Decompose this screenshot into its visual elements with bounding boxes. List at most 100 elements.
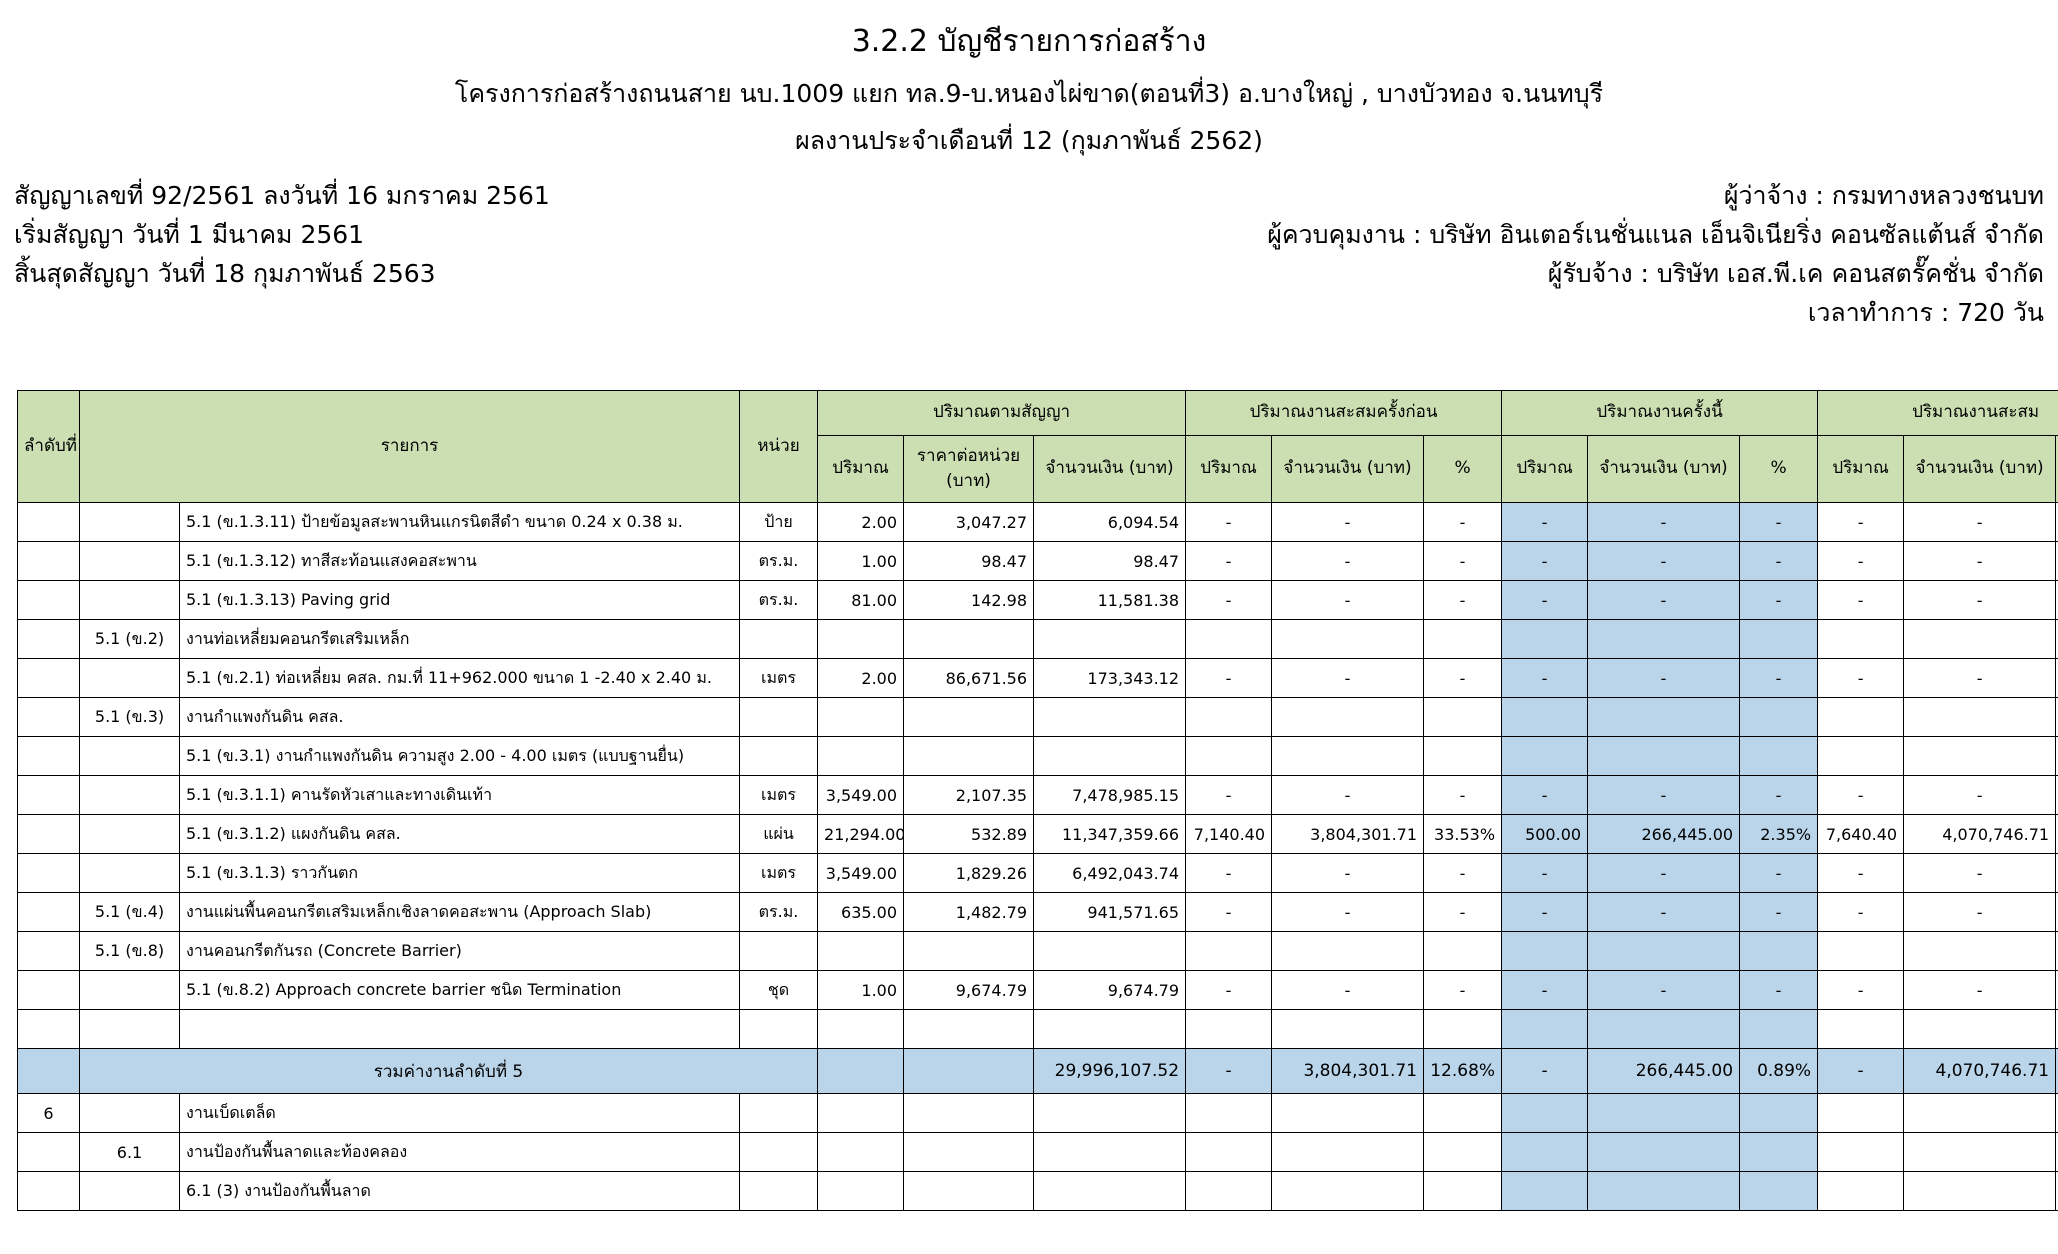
cell-unit: ตร.ม.: [739, 541, 819, 581]
th-contract-qty: ปริมาณ: [817, 435, 905, 503]
cell-accum-amount: [1903, 1093, 2057, 1133]
cell-accum-amount: -: [1903, 580, 2057, 620]
cell-accum-qty: -: [1817, 541, 1905, 581]
cell-prev-qty: [1185, 931, 1273, 971]
cell-item-no: [17, 541, 80, 581]
cell-contract-price: 98.47: [903, 541, 1035, 581]
cell-item-code: [79, 814, 180, 854]
cell-contract-price: 142.98: [903, 580, 1035, 620]
th-current-qty: ปริมาณ: [1501, 435, 1589, 503]
cell-contract-qty: 1.00: [817, 970, 905, 1010]
cell-item-no: [17, 970, 80, 1010]
cell-unit: เมตร: [739, 658, 819, 698]
table-row: 5.1 (ข.1.3.13) Paving grid ตร.ม. 81.00 142.…: [17, 580, 2058, 620]
cell-item-no: [17, 892, 80, 932]
boq-table-container: ลำดับที่ รายการ หน่วย ปริมาณตามสัญญา ปริ…: [17, 390, 2058, 1211]
th-unit-price-line1: ราคาต่อหน่วย: [916, 445, 1021, 466]
cell-prev-percent: [1423, 619, 1503, 659]
cell-current-percent: -: [1739, 970, 1819, 1010]
th-group-prev-accum: ปริมาณงานสะสมครั้งก่อน: [1185, 390, 1503, 436]
table-row: 5.1 (ข.3.1) งานกำแพงกันดิน ความสูง 2.00 …: [17, 736, 2058, 776]
cell-description: 5.1 (ข.3.1.3) ราวกันตก: [178, 853, 741, 893]
cell-prev-qty: [1185, 697, 1273, 737]
cell-prev-qty: [1185, 619, 1273, 659]
cell-contract-qty: 3,549.00: [817, 853, 905, 893]
cell-current-percent: -: [1739, 853, 1819, 893]
cell-current-amount: [1587, 619, 1741, 659]
cell-item-code: [79, 1171, 180, 1211]
table-row: 5.1 (ข.2) งานท่อเหลี่ยมคอนกรีตเสริมเหล็ก: [17, 619, 2058, 659]
cell-prev-qty: -: [1185, 853, 1273, 893]
cell-contract-amount: [1033, 1009, 1187, 1049]
cell-prev-percent: -: [1423, 892, 1503, 932]
cell-contract-amount: 98.47: [1033, 541, 1187, 581]
cell-prev-amount: -: [1271, 658, 1425, 698]
cell-item-no: 6: [17, 1093, 80, 1133]
summary-contract-price: [903, 1048, 1035, 1094]
duration-line: เวลาทำการ : 720 วัน: [1807, 298, 2044, 327]
cell-contract-price: 9,674.79: [903, 970, 1035, 1010]
cell-current-percent: [1739, 1009, 1819, 1049]
cell-contract-qty: 81.00: [817, 580, 905, 620]
th-current-amount: จำนวนเงิน (บาท): [1587, 435, 1741, 503]
cell-prev-amount: [1271, 697, 1425, 737]
cell-contract-amount: 9,674.79: [1033, 970, 1187, 1010]
cell-contract-price: [903, 1093, 1035, 1133]
cell-item-no: [17, 580, 80, 620]
cell-current-percent: -: [1739, 580, 1819, 620]
cell-accum-qty: 7,640.40: [1817, 814, 1905, 854]
th-description: รายการ: [78, 390, 741, 503]
th-group-contract: ปริมาณตามสัญญา: [817, 390, 1187, 436]
cell-contract-price: [903, 1009, 1035, 1049]
cell-contract-amount: [1033, 697, 1187, 737]
cell-description: 5.1 (ข.8.2) Approach concrete barrier ชน…: [178, 970, 741, 1010]
cell-current-amount: -: [1587, 970, 1741, 1010]
cell-contract-price: [903, 736, 1035, 776]
summary-accum-amount: 4,070,746.71: [1903, 1048, 2057, 1094]
cell-prev-amount: -: [1271, 970, 1425, 1010]
cell-prev-percent: -: [1423, 970, 1503, 1010]
cell-accum-qty: [1817, 1132, 1905, 1172]
cell-current-qty: -: [1501, 658, 1589, 698]
cell-contract-price: [903, 697, 1035, 737]
cell-current-qty: [1501, 1171, 1589, 1211]
cell-contract-amount: [1033, 931, 1187, 971]
cell-accum-qty: [1817, 736, 1905, 776]
th-unit-price-line2: (บาท): [946, 471, 991, 491]
summary-label: รวมค่างานลำดับที่ 5: [78, 1048, 819, 1094]
cell-current-amount: [1587, 1171, 1741, 1211]
cell-prev-qty: -: [1185, 892, 1273, 932]
cell-prev-qty: [1185, 1171, 1273, 1211]
table-row: 5.1 (ข.3.1.1) คานรัดหัวเสาและทางเดินเท้า…: [17, 775, 2058, 815]
table-row: 5.1 (ข.3.1.2) แผงกันดิน คสล. แผ่น 21,294.0…: [17, 814, 2058, 854]
table-row: 5.1 (ข.3.1.3) ราวกันตก เมตร 3,549.00 1,829.…: [17, 853, 2058, 893]
cell-prev-percent: [1423, 697, 1503, 737]
cell-item-code: [79, 775, 180, 815]
th-prev-qty: ปริมาณ: [1185, 435, 1273, 503]
cell-prev-amount: -: [1271, 502, 1425, 542]
cell-current-amount: [1587, 736, 1741, 776]
cell-accum-amount: [1903, 736, 2057, 776]
cell-prev-qty: -: [1185, 580, 1273, 620]
cell-accum-qty: -: [1817, 775, 1905, 815]
cell-current-qty: -: [1501, 502, 1589, 542]
cell-current-percent: [1739, 736, 1819, 776]
cell-contract-amount: 11,347,359.66: [1033, 814, 1187, 854]
cell-unit: ตร.ม.: [739, 892, 819, 932]
cell-contract-qty: [817, 697, 905, 737]
th-accum-amount: จำนวนเงิน (บาท): [1903, 435, 2057, 503]
summary-contract-qty: [817, 1048, 905, 1094]
cell-contract-amount: [1033, 1171, 1187, 1211]
cell-prev-percent: [1423, 931, 1503, 971]
cell-current-qty: [1501, 697, 1589, 737]
cell-unit: [739, 736, 819, 776]
cell-description: 6.1 (3) งานป้องกันพื้นลาด: [178, 1171, 741, 1211]
cell-contract-amount: 11,581.38: [1033, 580, 1187, 620]
cell-unit: [739, 1132, 819, 1172]
header-sub-row: ปริมาณ ราคาต่อหน่วย (บาท) จำนวนเงิน (บาท…: [18, 435, 2058, 503]
cell-current-qty: [1501, 1009, 1589, 1049]
cell-contract-price: 1,482.79: [903, 892, 1035, 932]
cell-item-no: [17, 619, 80, 659]
cell-accum-amount: -: [1903, 658, 2057, 698]
cell-prev-percent: [1423, 736, 1503, 776]
